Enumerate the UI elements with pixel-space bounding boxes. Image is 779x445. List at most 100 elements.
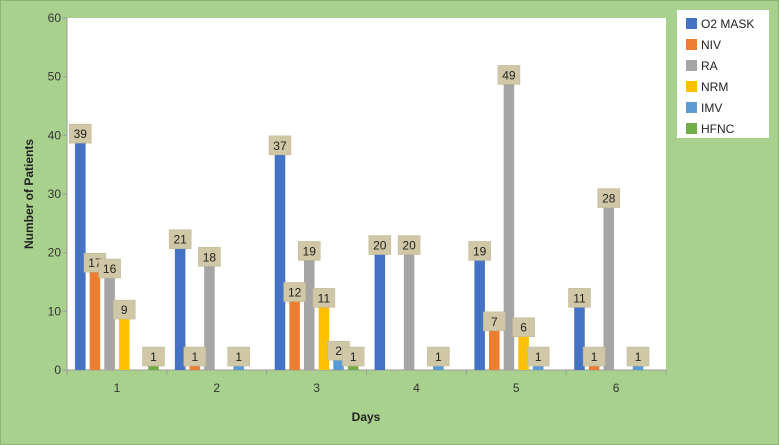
x-tick-label: 1	[114, 381, 121, 395]
legend-label: NRM	[701, 80, 728, 94]
bar	[118, 317, 130, 370]
bar	[403, 252, 415, 370]
bar	[303, 258, 315, 370]
x-tick-label: 6	[613, 381, 620, 395]
data-label: 1	[150, 350, 157, 364]
data-label-box	[168, 229, 192, 249]
bar	[75, 141, 86, 370]
bar	[233, 364, 244, 370]
x-axis-title: Days	[352, 410, 381, 424]
bar	[318, 305, 330, 370]
data-label-box	[341, 346, 365, 367]
y-tick-label: 0	[54, 363, 61, 377]
data-label-box	[597, 188, 621, 208]
bar	[574, 305, 585, 370]
data-label: 7	[491, 315, 498, 329]
y-tick-label: 30	[48, 187, 62, 201]
data-label: 18	[203, 250, 217, 264]
bar	[89, 270, 101, 370]
bar	[503, 82, 515, 371]
data-label: 12	[288, 286, 302, 300]
data-label: 1	[435, 350, 442, 364]
data-label-box	[283, 282, 306, 302]
data-label: 39	[74, 127, 88, 141]
bar	[433, 364, 444, 370]
legend-label: HFNC	[701, 122, 735, 136]
bar	[632, 364, 644, 370]
bars	[75, 82, 644, 371]
data-label-box	[298, 241, 321, 261]
data-label-box	[112, 299, 136, 320]
data-label: 19	[303, 244, 317, 258]
data-label-box	[582, 346, 606, 367]
data-label-box	[397, 235, 421, 255]
bar	[333, 358, 344, 370]
data-label-box	[468, 241, 491, 261]
bar	[204, 264, 215, 370]
data-label: 20	[402, 239, 416, 253]
data-label: 37	[273, 139, 287, 153]
legend-label: RA	[701, 59, 718, 73]
data-label: 1	[635, 350, 642, 364]
bar	[489, 328, 500, 370]
x-tick-label: 4	[413, 381, 420, 395]
data-label: 1	[535, 350, 542, 364]
data-label: 49	[502, 68, 516, 82]
x-tick-label: 3	[313, 381, 320, 395]
y-tick-label: 50	[48, 70, 62, 84]
legend-swatch	[686, 18, 697, 29]
bar	[518, 334, 529, 370]
data-label: 16	[103, 262, 117, 276]
data-label: 1	[350, 350, 357, 364]
data-label-box	[312, 288, 336, 308]
bar	[104, 276, 115, 370]
data-label: 2	[335, 344, 342, 358]
bar	[374, 252, 386, 370]
bar	[347, 364, 359, 370]
legend-swatch	[686, 102, 697, 113]
bar	[174, 246, 186, 370]
data-label-box	[497, 65, 521, 85]
data-label-box	[183, 346, 207, 367]
x-axis: 1 2 3 4 5 6	[66, 369, 667, 395]
data-label-box	[626, 346, 650, 367]
plot-area	[67, 18, 666, 370]
data-label-box	[526, 346, 550, 367]
data-label: 21	[173, 233, 187, 247]
y-tick-label: 60	[48, 11, 62, 25]
data-label: 20	[373, 239, 387, 253]
bar	[189, 364, 201, 370]
legend-label: NIV	[701, 38, 721, 52]
legend: O2 MASK NIV RA NRM IMV HFNC	[677, 10, 769, 138]
legend-swatch	[686, 81, 697, 92]
legend-swatch	[686, 60, 697, 71]
legend-swatch	[686, 39, 697, 50]
bar	[532, 364, 544, 370]
data-label-box	[512, 317, 535, 337]
data-label-box	[427, 346, 450, 367]
data-label: 11	[318, 291, 331, 305]
legend-label: O2 MASK	[701, 17, 754, 31]
data-label-box	[568, 288, 591, 308]
data-label: 9	[121, 303, 128, 317]
y-axis-title: Number of Patients	[22, 139, 36, 249]
bar	[603, 205, 615, 370]
y-tick-label: 20	[48, 246, 62, 260]
data-label-box	[98, 258, 121, 279]
legend-label: IMV	[701, 101, 722, 115]
data-label: 1	[235, 350, 242, 364]
data-label-box	[198, 247, 221, 267]
legend-swatch	[686, 123, 697, 134]
bar	[274, 152, 286, 370]
data-label: 1	[591, 350, 598, 364]
bar	[588, 364, 600, 370]
data-label-box	[142, 346, 165, 367]
data-label-box	[368, 235, 392, 255]
y-axis: 0 10 20 30 40 50 60	[48, 11, 68, 377]
data-label-box	[268, 135, 292, 156]
x-tick-label: 2	[213, 381, 220, 395]
legend-box	[677, 10, 769, 138]
bar	[474, 258, 485, 370]
